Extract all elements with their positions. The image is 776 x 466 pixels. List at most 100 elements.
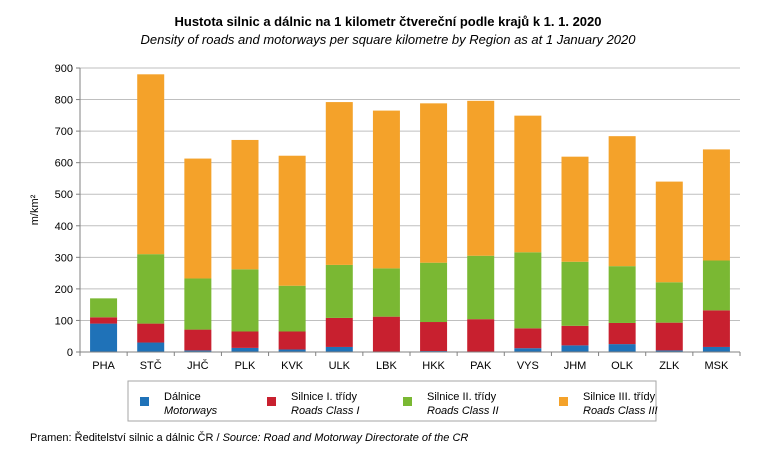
x-axis-ticks: PHA STČ JHČ PLK KVK ULK LBK HKK PAK VYS JHM OLK ZLK M… bbox=[79, 352, 741, 372]
y-tick-label: 600 bbox=[55, 158, 73, 170]
bar-segment bbox=[467, 255, 495, 320]
bar-segment bbox=[137, 342, 165, 352]
y-tick-label: 300 bbox=[55, 252, 73, 264]
bar-segment bbox=[655, 282, 683, 323]
axes bbox=[79, 68, 740, 353]
bar-segment bbox=[514, 115, 542, 253]
bar-segment bbox=[514, 252, 542, 329]
bar-segment bbox=[561, 345, 589, 352]
legend-label: Silnice II. třídy bbox=[427, 391, 497, 403]
bar-segment bbox=[420, 322, 448, 352]
chart-subtitle: Density of roads and motorways per squar… bbox=[140, 32, 636, 47]
bar-segment bbox=[702, 260, 730, 311]
bar-segment bbox=[608, 344, 636, 352]
bar-segment bbox=[467, 100, 495, 256]
bar-segment bbox=[325, 346, 353, 352]
chart-title: Hustota silnic a dálnic na 1 kilometr čt… bbox=[174, 14, 602, 29]
grid-lines bbox=[80, 67, 740, 321]
bar-segment bbox=[655, 322, 683, 351]
bar-segment bbox=[372, 268, 400, 317]
legend-label: Dálnice bbox=[164, 391, 201, 403]
x-tick-label: PAK bbox=[470, 360, 492, 372]
y-tick-label: 700 bbox=[55, 126, 73, 138]
bar-segment bbox=[325, 102, 353, 265]
y-tick-label: 100 bbox=[55, 315, 73, 327]
bar-segment bbox=[231, 269, 259, 332]
bar-segment bbox=[561, 156, 589, 262]
y-tick-label: 900 bbox=[55, 63, 73, 75]
legend-swatch bbox=[140, 397, 149, 406]
bar-segment bbox=[278, 349, 306, 352]
x-tick-label: OLK bbox=[611, 360, 634, 372]
bar-segment bbox=[372, 316, 400, 352]
bar-segment bbox=[137, 74, 165, 255]
bar-segment bbox=[325, 264, 353, 318]
source-label-cz: Pramen: Ředitelství silnic a dálnic ČR / bbox=[30, 432, 223, 444]
x-tick-label: VYS bbox=[517, 360, 539, 372]
bar-segment bbox=[231, 139, 259, 270]
legend-label-en: Roads Class I bbox=[291, 405, 359, 417]
legend-label-en: Roads Class III bbox=[583, 405, 658, 417]
legend-swatch bbox=[403, 397, 412, 406]
y-tick-label: 500 bbox=[55, 189, 73, 201]
bar-segment bbox=[467, 319, 495, 352]
bar-segment bbox=[184, 278, 212, 330]
bar-segment bbox=[514, 328, 542, 349]
legend-label: Silnice I. třídy bbox=[291, 391, 358, 403]
bar-segment bbox=[702, 149, 730, 261]
y-tick-label: 0 bbox=[67, 347, 73, 359]
x-tick-label: PLK bbox=[235, 360, 256, 372]
bar-segment bbox=[184, 350, 212, 352]
bars bbox=[90, 74, 730, 352]
x-tick-label: HKK bbox=[422, 360, 445, 372]
bar-segment bbox=[90, 323, 118, 352]
y-axis-label: m/km² bbox=[29, 194, 41, 225]
bar-segment bbox=[702, 310, 730, 347]
legend: Dálnice Motorways Silnice I. třídy Roads Cl… bbox=[127, 380, 658, 422]
legend-swatch bbox=[267, 397, 276, 406]
source-note: Pramen: Ředitelství silnic a dálnic ČR /… bbox=[30, 432, 468, 444]
x-tick-label: LBK bbox=[376, 360, 397, 372]
bar-segment bbox=[325, 317, 353, 347]
legend-label: Silnice III. třídy bbox=[583, 391, 656, 403]
y-tick-label: 200 bbox=[55, 284, 73, 296]
y-axis-ticks: 0 100 200 300 400 500 600 700 800 900 bbox=[55, 63, 80, 359]
y-tick-label: 400 bbox=[55, 221, 73, 233]
bar-segment bbox=[655, 181, 683, 283]
bar-segment bbox=[514, 348, 542, 352]
bar-segment bbox=[231, 347, 259, 352]
legend-label-en: Roads Class II bbox=[427, 405, 499, 417]
bar-segment bbox=[420, 103, 448, 263]
bar-segment bbox=[137, 254, 165, 324]
x-tick-label: ZLK bbox=[659, 360, 680, 372]
x-tick-label: STČ bbox=[140, 359, 162, 372]
x-tick-label: ULK bbox=[329, 360, 351, 372]
x-tick-label: JHČ bbox=[187, 359, 208, 372]
x-tick-label: JHM bbox=[564, 360, 587, 372]
bar-segment bbox=[655, 350, 683, 352]
legend-swatch bbox=[559, 397, 568, 406]
bar-segment bbox=[372, 110, 400, 269]
bar-segment bbox=[561, 261, 589, 326]
x-tick-label: MSK bbox=[705, 360, 730, 372]
bar-segment bbox=[90, 317, 118, 324]
bar-segment bbox=[278, 155, 306, 286]
bar-segment bbox=[184, 329, 212, 351]
bar-segment bbox=[608, 322, 636, 345]
bar-segment bbox=[184, 158, 212, 279]
bar-segment bbox=[420, 262, 448, 323]
source-label-en: Source: Road and Motorway Directorate of… bbox=[222, 432, 469, 444]
x-tick-label: KVK bbox=[281, 360, 304, 372]
y-tick-label: 800 bbox=[55, 95, 73, 107]
bar-segment bbox=[137, 323, 165, 343]
bar-segment bbox=[702, 346, 730, 352]
legend-label-en: Motorways bbox=[164, 405, 218, 417]
bar-segment bbox=[90, 298, 118, 318]
bar-segment bbox=[278, 285, 306, 332]
bar-segment bbox=[608, 136, 636, 267]
x-tick-label: PHA bbox=[92, 360, 115, 372]
bar-segment bbox=[231, 331, 259, 348]
bar-segment bbox=[608, 266, 636, 323]
bar-segment bbox=[278, 331, 306, 350]
